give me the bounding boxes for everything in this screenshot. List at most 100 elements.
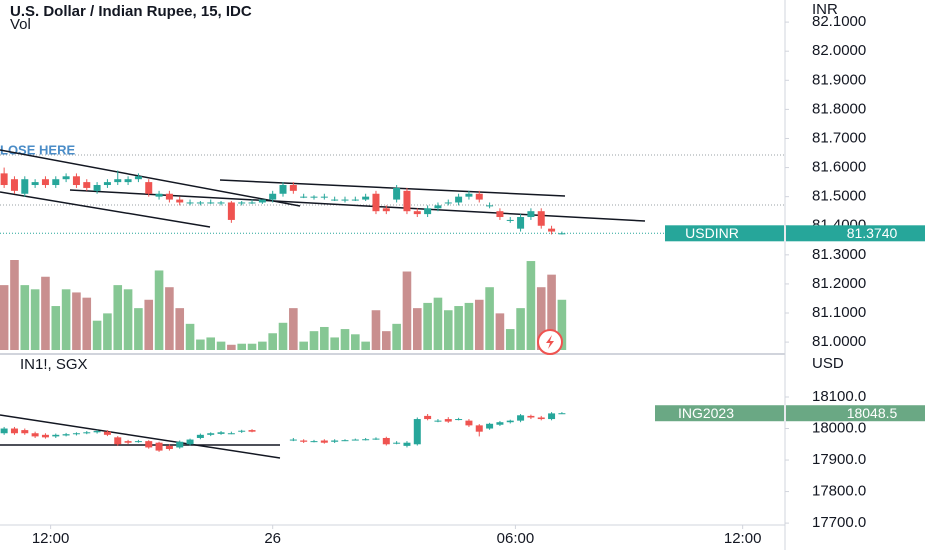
candle-body	[393, 442, 401, 444]
y-tick-label: 18000.0	[812, 419, 866, 436]
candle-body	[10, 179, 18, 191]
candle-body	[83, 432, 91, 434]
candle-body	[372, 193, 380, 212]
volume-bar	[320, 326, 329, 350]
candle-body	[537, 211, 545, 226]
candle-body	[196, 434, 204, 438]
volume-bar	[103, 313, 112, 350]
candle-body	[558, 413, 566, 415]
candle-body	[341, 440, 349, 442]
volume-label: Vol	[10, 16, 31, 33]
volume-bar	[526, 261, 536, 350]
volume-bar	[330, 337, 339, 350]
candle-body	[465, 420, 473, 426]
candle-body	[114, 179, 122, 183]
y-tick-label: 17700.0	[812, 514, 866, 531]
candle-body	[217, 202, 225, 204]
candle-body	[486, 423, 494, 429]
volume-bar	[154, 270, 164, 350]
volume-bar	[123, 289, 133, 350]
candle-body	[382, 208, 390, 212]
candle-body	[93, 185, 101, 191]
candle-body	[196, 202, 204, 204]
price-tag-value-bg	[786, 405, 925, 422]
y-tick-label: 81.1000	[812, 304, 866, 321]
candle-body	[372, 438, 380, 440]
candle-body	[134, 441, 142, 443]
volume-bar	[92, 320, 102, 350]
price-tag-name: ING2023	[678, 405, 734, 421]
volume-bar	[0, 285, 9, 350]
candle-body	[103, 182, 111, 186]
volume-bar	[113, 285, 123, 350]
candle-body	[0, 173, 8, 186]
candle-body	[238, 202, 246, 204]
candle-body	[506, 219, 514, 221]
candle-body	[207, 433, 215, 435]
candle-body	[434, 420, 442, 422]
volume-bar	[206, 337, 216, 350]
candle-body	[475, 425, 483, 432]
candle-body	[52, 179, 60, 186]
y-tick-label: 17800.0	[812, 483, 866, 500]
candle-body	[124, 179, 132, 183]
candle-body	[134, 176, 142, 180]
volume-bar	[278, 322, 288, 350]
candle-body	[403, 190, 411, 212]
volume-bar	[227, 344, 236, 350]
candle-body	[300, 196, 308, 198]
candle-body	[114, 437, 122, 445]
candle-body	[300, 440, 308, 442]
candle-body	[434, 205, 442, 209]
volume-bar	[371, 310, 381, 350]
candle-body	[62, 176, 70, 180]
candle-body	[165, 193, 173, 200]
y-tick-label: 81.7000	[812, 129, 866, 146]
volume-bar	[30, 289, 40, 350]
candle-body	[155, 442, 163, 451]
candle-body	[403, 442, 411, 446]
candle-body	[145, 441, 153, 448]
volume-bar	[72, 292, 81, 350]
candle-body	[351, 439, 359, 441]
price-tag-value: 18048.5	[847, 405, 898, 421]
candle-body	[72, 176, 80, 186]
candle-body	[258, 199, 266, 203]
candle-body	[548, 413, 556, 420]
candle-body	[310, 196, 318, 198]
candle-body	[455, 419, 463, 421]
volume-bar	[268, 333, 277, 350]
volume-bar	[516, 308, 525, 350]
candle-body	[517, 415, 525, 421]
volume-bar	[175, 308, 185, 350]
volume-bar	[454, 306, 463, 350]
candle-body	[124, 441, 132, 443]
y-tick-label: 17900.0	[812, 451, 866, 468]
volume-bar	[309, 331, 319, 350]
price-tag-name-bg	[665, 225, 784, 242]
candle-body	[41, 179, 49, 186]
candle-body	[227, 433, 235, 435]
y-tick-label: 81.6000	[812, 159, 866, 176]
marks: 12:00 26 06:00 12:00 81.0000 81.1000 81.2000 81…	[0, 13, 925, 547]
y-axis-label: INR	[812, 1, 838, 18]
candle-body	[310, 441, 318, 443]
candle-body	[331, 199, 339, 201]
candle-body	[207, 202, 215, 204]
candle-body	[72, 433, 80, 435]
candle-body	[548, 228, 556, 232]
trendline	[0, 414, 281, 459]
x-tick-label: 12:00	[724, 530, 762, 547]
candle-body	[475, 193, 483, 200]
price-tag-value: 81.3740	[847, 225, 898, 241]
candle-body	[62, 434, 70, 436]
candle-body	[413, 211, 421, 215]
volume-bar	[433, 297, 443, 350]
trendline	[0, 191, 211, 228]
candle-body	[176, 441, 184, 448]
candle-body	[238, 430, 246, 432]
volume-bar	[402, 271, 412, 350]
candle-body	[289, 439, 297, 441]
price-tag-name: USDINR	[685, 225, 739, 241]
